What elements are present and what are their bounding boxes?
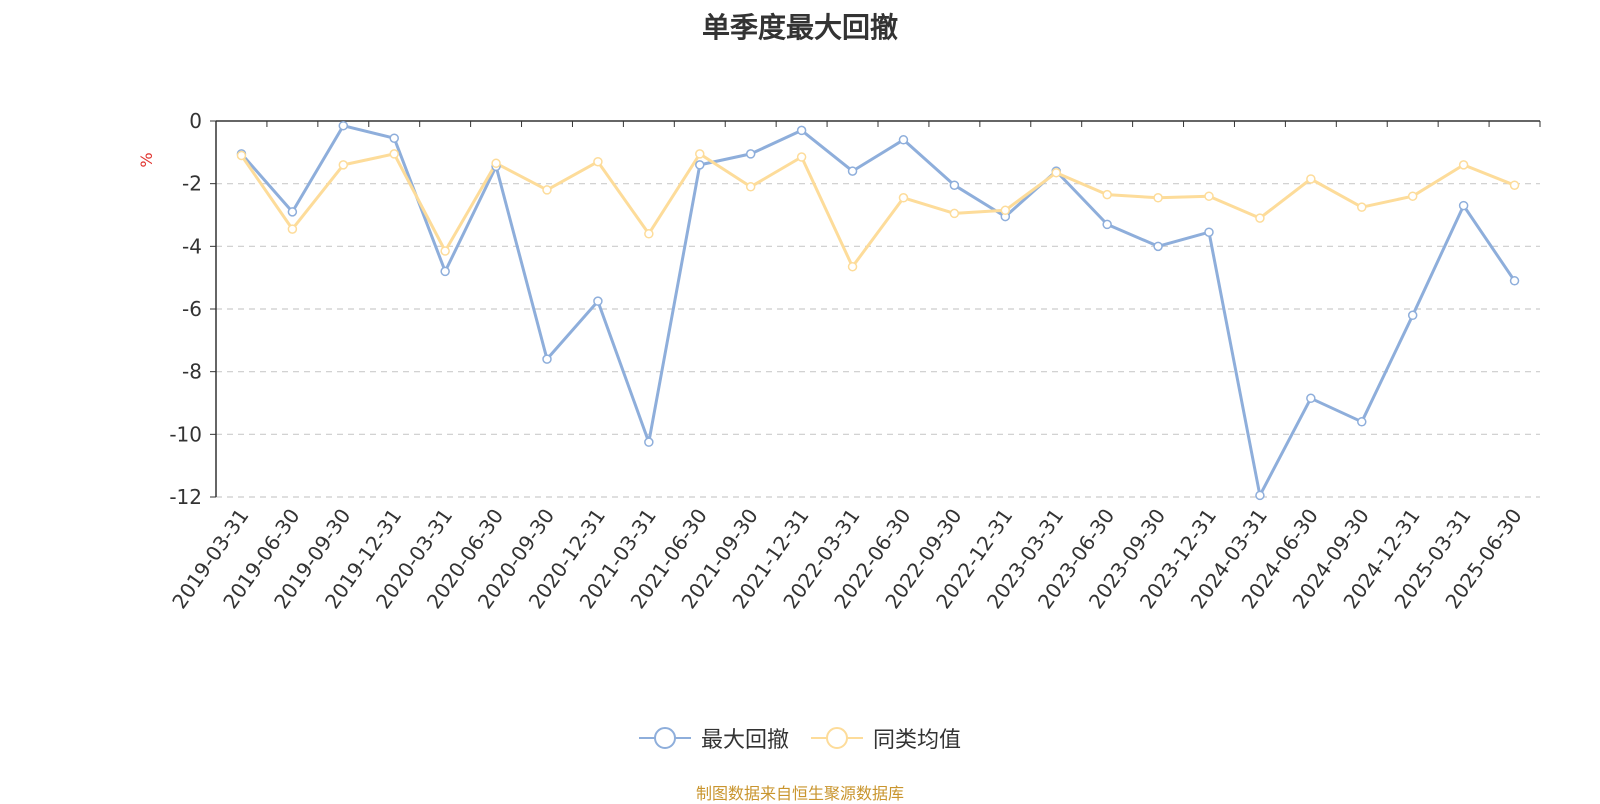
data-point	[1509, 180, 1520, 190]
y-tick-label: -4	[182, 234, 202, 258]
data-point	[1204, 191, 1214, 201]
data-point	[745, 182, 756, 192]
data-point	[644, 437, 654, 447]
data-point	[542, 185, 552, 195]
data-point	[1306, 174, 1316, 184]
data-point	[1102, 219, 1112, 230]
data-point	[847, 261, 858, 272]
legend-marker-icon	[638, 727, 691, 749]
y-tick-label: -12	[169, 485, 202, 509]
data-point	[695, 149, 705, 159]
data-point	[1458, 200, 1469, 211]
data-point	[1255, 213, 1265, 223]
series-layer	[236, 120, 1520, 501]
y-axis-label: %	[137, 152, 156, 167]
legend-label: 同类均值	[873, 728, 962, 753]
data-point	[440, 266, 450, 277]
data-point	[1000, 205, 1011, 216]
data-point	[1153, 193, 1163, 203]
data-point	[542, 354, 552, 364]
data-point	[287, 224, 298, 234]
data-point	[1509, 276, 1520, 286]
legend-label: 最大回撤	[700, 728, 789, 753]
legend-item-peer-average[interactable]: 同类均值	[811, 722, 961, 754]
data-point	[1306, 393, 1316, 404]
data-point	[440, 246, 450, 256]
y-tick-label: -10	[169, 422, 202, 446]
axes: 0-2-4-6-8-10-122019-03-312019-06-302019-…	[167, 109, 1541, 613]
y-tick-label: -6	[182, 297, 202, 321]
data-point	[1255, 490, 1265, 501]
y-tick-label: -2	[182, 172, 202, 196]
data-point	[1357, 417, 1367, 427]
data-point	[593, 156, 603, 167]
data-point	[695, 160, 705, 170]
source-note: 制图数据来自恒生聚源数据库	[695, 784, 904, 803]
data-point	[593, 296, 603, 306]
data-point	[1407, 191, 1418, 201]
data-point	[1458, 160, 1469, 170]
data-point	[898, 135, 909, 145]
data-point	[1102, 189, 1112, 200]
data-point	[389, 149, 399, 159]
data-point	[949, 208, 960, 219]
data-point	[338, 120, 349, 131]
legend-item-max-drawdown[interactable]: 最大回撤	[638, 722, 789, 754]
data-point	[1407, 310, 1418, 321]
data-point	[796, 125, 807, 136]
series-line-0	[240, 124, 1516, 497]
data-point	[287, 207, 298, 217]
chart-title: 单季度最大回撤	[701, 11, 898, 44]
data-point	[338, 160, 349, 170]
y-tick-label: 0	[189, 109, 202, 133]
legend-marker-icon	[811, 727, 863, 749]
data-point	[898, 193, 909, 203]
y-tick-label: -8	[182, 360, 202, 384]
data-point	[491, 158, 501, 169]
data-point	[236, 150, 247, 161]
data-point	[644, 229, 654, 239]
series-line-1	[240, 152, 1516, 269]
data-point	[796, 152, 807, 162]
data-point	[847, 166, 858, 176]
legend: 最大回撤 同类均值	[0, 722, 1600, 754]
data-point	[745, 149, 756, 159]
data-point	[1204, 227, 1214, 237]
data-point	[389, 133, 399, 143]
data-point	[1357, 202, 1367, 212]
data-point	[1153, 241, 1163, 252]
data-point	[1051, 167, 1061, 178]
data-point	[949, 180, 960, 190]
